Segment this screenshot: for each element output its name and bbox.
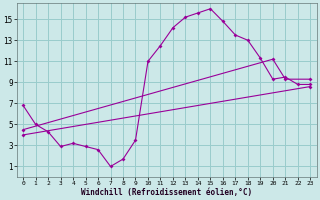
X-axis label: Windchill (Refroidissement éolien,°C): Windchill (Refroidissement éolien,°C) — [81, 188, 252, 197]
